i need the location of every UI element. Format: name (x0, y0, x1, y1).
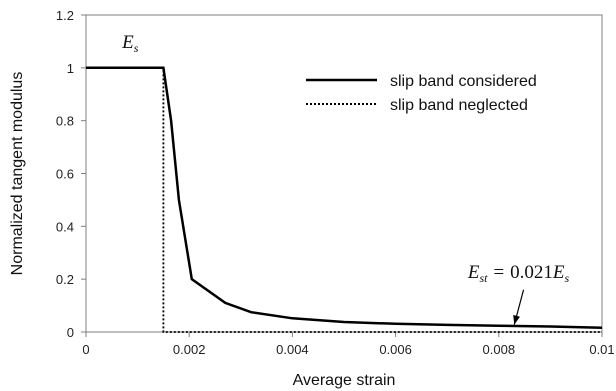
annotation-es-sub: s (134, 41, 139, 55)
legend: slip band considered slip band neglected (306, 73, 537, 114)
legend-label-slip-band-neglected: slip band neglected (390, 97, 528, 114)
x-axis-ticks: 0 0.002 0.004 0.006 0.008 0.01 (82, 332, 615, 357)
annotation-est-rhs-sub: s (565, 271, 570, 285)
x-tick-label: 0.008 (483, 342, 516, 357)
x-tick-label: 0 (82, 342, 89, 357)
x-tick-label: 0.006 (379, 342, 412, 357)
annotation-est: Est = 0.021Es (467, 262, 570, 285)
annotation-es-base: E (121, 32, 134, 53)
x-tick-label: 0.01 (589, 342, 614, 357)
y-tick-label: 1 (67, 61, 74, 76)
legend-label-slip-band-considered: slip band considered (390, 73, 537, 90)
y-tick-label: 0.6 (56, 167, 74, 182)
annotation-est-coef: 0.021 (510, 262, 553, 283)
x-tick-label: 0.004 (276, 342, 309, 357)
y-tick-label: 0.4 (56, 219, 74, 234)
x-tick-label: 0.002 (173, 342, 206, 357)
annotation-est-lhs-sub: st (479, 271, 488, 285)
annotation-est-rhs-base: E (552, 262, 565, 283)
plot-area-frame (85, 14, 603, 333)
y-tick-label: 1.2 (56, 8, 74, 23)
series-line-slip-band-neglected (86, 66, 602, 333)
annotation-est-lhs-base: E (467, 262, 480, 283)
annotation-es: Es (121, 32, 139, 55)
y-axis-title: Normalized tangent modulus (9, 72, 26, 276)
x-axis-title: Average strain (293, 372, 396, 389)
y-axis-ticks: 0 0.2 0.4 0.6 0.8 1 1.2 (56, 8, 86, 340)
annotation-arrowhead (513, 315, 520, 325)
y-tick-label: 0 (67, 325, 74, 340)
series-line-slip-band-considered (86, 66, 603, 330)
annotation-est-equals: = (493, 262, 504, 283)
series-layer (86, 66, 603, 333)
y-tick-label: 0.2 (56, 272, 74, 287)
y-tick-label: 0.8 (56, 114, 74, 129)
